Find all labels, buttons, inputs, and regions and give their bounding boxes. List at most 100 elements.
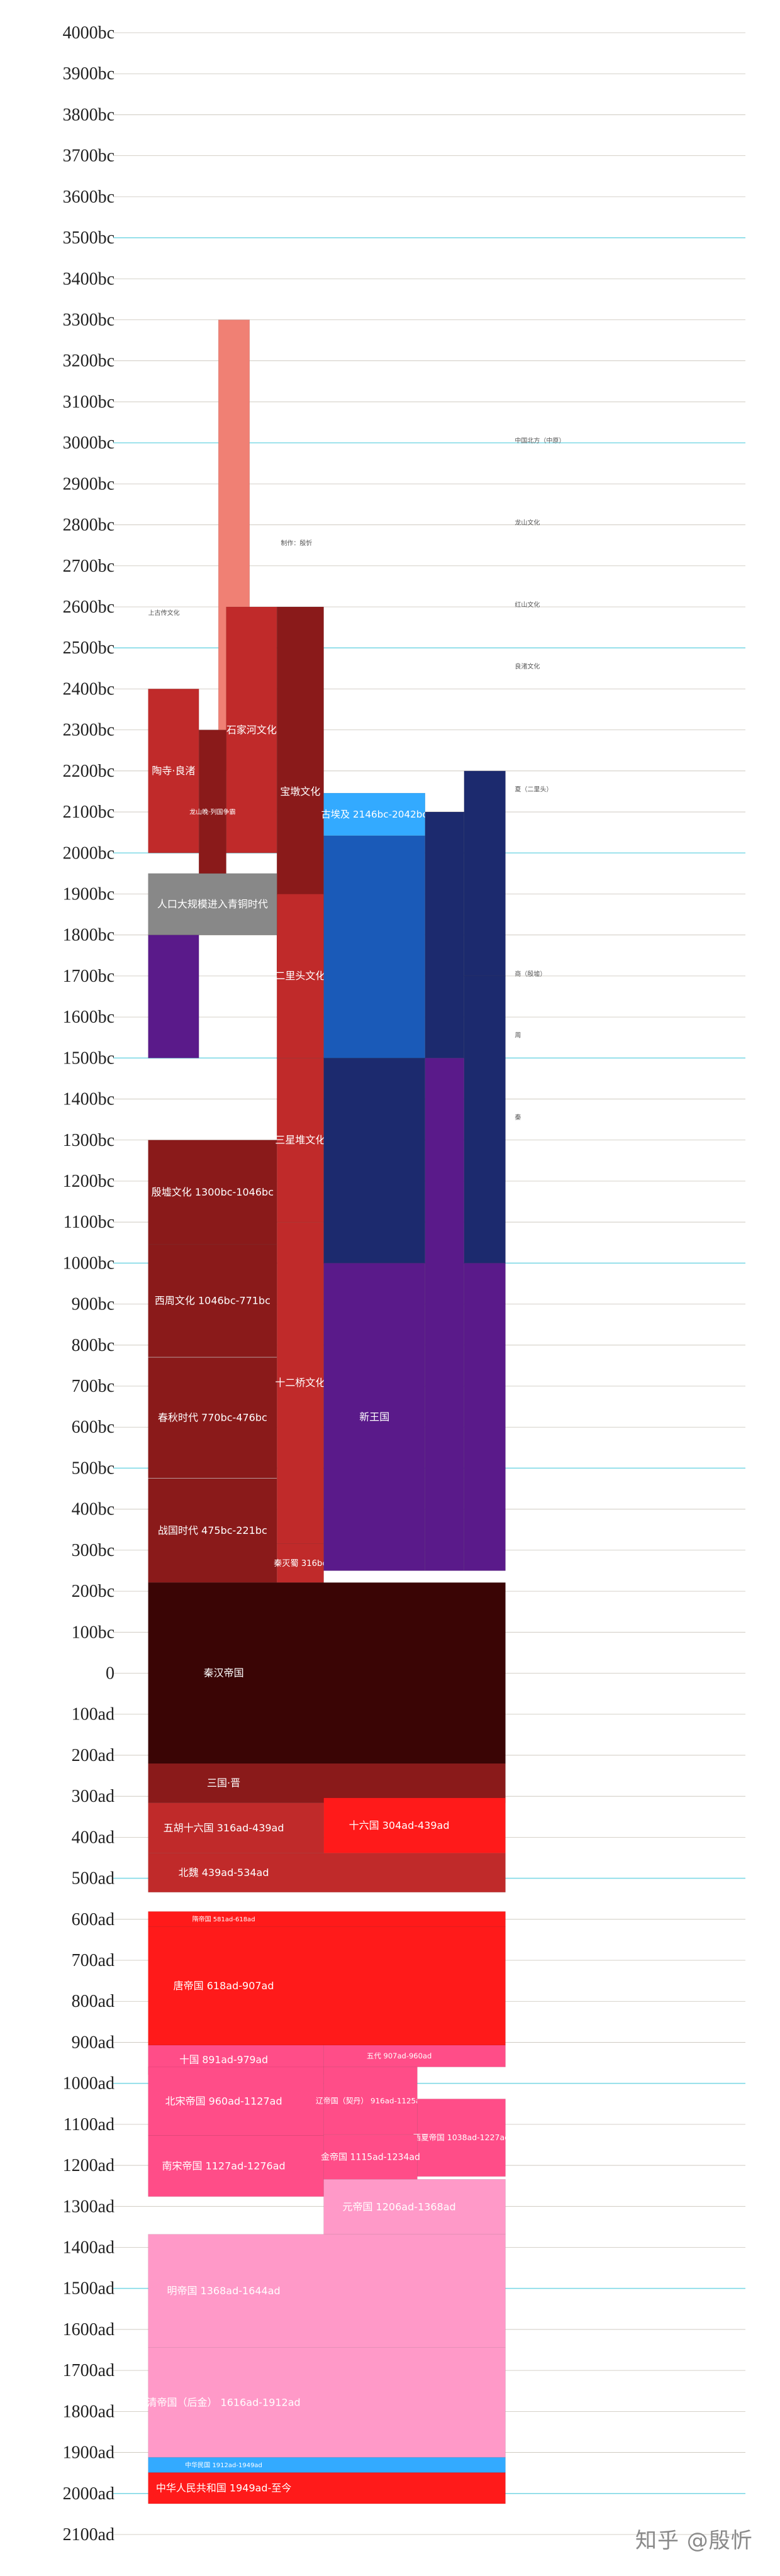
timeline-block [148,2135,324,2197]
y-tick-label: 700ad [72,1951,114,1970]
y-tick-label: 2000ad [63,2484,114,2504]
timeline-block-label: 人口大规模进入青铜时代 [157,898,268,910]
timeline-block-label: 唐帝国 618ad-907ad [174,1980,274,1992]
timeline-block-label: 北魏 439ad-534ad [179,1867,269,1879]
y-tick-label: 700bc [72,1377,114,1396]
annotation-text: 上古传文化 [148,609,180,617]
y-tick-label: 1200ad [63,2156,114,2175]
timeline-block [148,2347,506,2458]
y-tick-label: 400ad [72,1828,114,1847]
annotation-text: 良渚文化 [515,662,540,670]
timeline-block [323,2067,418,2135]
timeline-block [276,1058,324,1223]
timeline-block-label: 二里头文化 [275,970,325,982]
y-tick-label: 1300bc [63,1131,114,1150]
timeline-block [148,1763,506,1803]
y-tick-label: 3500bc [63,228,114,248]
y-tick-label: 2300bc [63,721,114,740]
y-tick-label: 400bc [72,1500,114,1519]
y-tick-label: 100ad [72,1705,114,1724]
annotation-text: 制作：殷忻 [281,539,312,547]
y-tick-label: 3100bc [63,392,114,412]
timeline-block [148,1244,277,1357]
timeline-block-label: 殷墟文化 1300bc-1046bc [152,1186,274,1198]
timeline-block-label: 中华民国 1912ad-1949ad [185,2461,262,2469]
annotation-text: 龙山文化 [515,519,540,527]
y-tick-label: 2600bc [63,597,114,617]
timeline-block-label: 石家河文化 [226,724,277,736]
y-tick-label: 1200bc [63,1172,114,1191]
timeline-block-label: 北宋帝国 960ad-1127ad [165,2095,282,2107]
timeline-block [464,1263,506,1571]
timeline-block-label: 陶寺·良渚 [152,765,195,777]
timeline-block [148,2234,506,2348]
y-tick-label: 2100ad [63,2525,114,2545]
timeline-block-label: 三国·晋 [207,1777,240,1789]
timeline-block-label: 元帝国 1206ad-1368ad [342,2201,455,2212]
y-tick-label: 2400bc [63,679,114,699]
timeline-block [323,1058,426,1263]
timeline-block [425,1058,465,1571]
y-tick-label: 800ad [72,1992,114,2011]
y-tick-label: 1500bc [63,1048,114,1068]
y-tick-label: 4000bc [63,23,114,43]
timeline-block [148,689,199,853]
timeline-block [464,975,506,1263]
y-tick-label: 1500ad [63,2279,114,2299]
y-tick-label: 1400ad [63,2238,114,2258]
y-tick-label: 300bc [72,1541,114,1560]
timeline-block [276,1221,324,1544]
y-tick-label: 100bc [72,1623,114,1642]
timeline-block [323,1797,506,1854]
timeline-block-label: 五胡十六国 316ad-439ad [164,1822,284,1834]
timeline-block [148,935,199,1058]
y-tick-label: 1400bc [63,1090,114,1109]
timeline-block-label: 西夏帝国 1038ad-1227ad [413,2133,510,2142]
annotation-text: 夏（二里头） [515,786,552,793]
timeline-block-label: 隋帝国 581ad-618ad [192,1915,255,1923]
timeline-block [148,1853,506,1893]
y-tick-label: 0 [106,1664,114,1684]
y-tick-label: 300ad [72,1787,114,1806]
y-tick-label: 600bc [72,1418,114,1437]
y-tick-label: 200bc [72,1582,114,1601]
y-tick-label: 600ad [72,1910,114,1929]
timeline-block [148,1926,506,2046]
timeline-block-label: 西周文化 1046bc-771bc [155,1294,270,1306]
timeline-block-label: 中华人民共和国 1949ad-至今 [156,2482,292,2494]
timeline-block [323,2134,418,2180]
timeline-block [226,606,277,853]
timeline-block-label: 春秋时代 770bc-476bc [158,1412,267,1424]
y-tick-label: 3900bc [63,64,114,84]
timeline-block-label: 龙山晚·列国争霸 [189,808,235,816]
timeline-block [148,2067,324,2136]
timeline-block-label: 辽帝国（契丹） 916ad-1125ad [316,2096,425,2105]
y-tick-label: 2700bc [63,557,114,576]
timeline-block [323,792,426,836]
y-tick-label: 2200bc [63,762,114,781]
annotation-text: 中国北方（中原） [515,436,565,445]
timeline-block [276,894,324,1058]
y-tick-label: 3000bc [63,433,114,453]
timeline-block-label: 十国 891ad-979ad [179,2054,268,2066]
timeline-block-label: 清帝国（后金） 1616ad-1912ad [147,2396,300,2408]
timeline-block [425,811,465,1058]
y-tick-label: 200ad [72,1746,114,1765]
y-tick-label: 1000bc [63,1253,114,1273]
timeline-block-label: 古埃及 2146bc-2042bc [321,809,428,820]
y-tick-label: 2500bc [63,638,114,658]
y-tick-label: 1900bc [63,884,114,904]
timeline-block-label: 秦灭蜀 316bc [274,1558,327,1568]
y-tick-label: 1600bc [63,1008,114,1027]
timeline-block [148,1140,277,1245]
y-tick-label: 3800bc [63,105,114,125]
y-tick-label: 1700bc [63,967,114,986]
timeline-block [323,835,426,1058]
timeline-block-label: 五代 907ad-960ad [367,2051,432,2060]
y-tick-label: 800bc [72,1336,114,1355]
timeline-block [148,2457,506,2473]
timeline-block-label: 明帝国 1368ad-1644ad [167,2285,280,2297]
